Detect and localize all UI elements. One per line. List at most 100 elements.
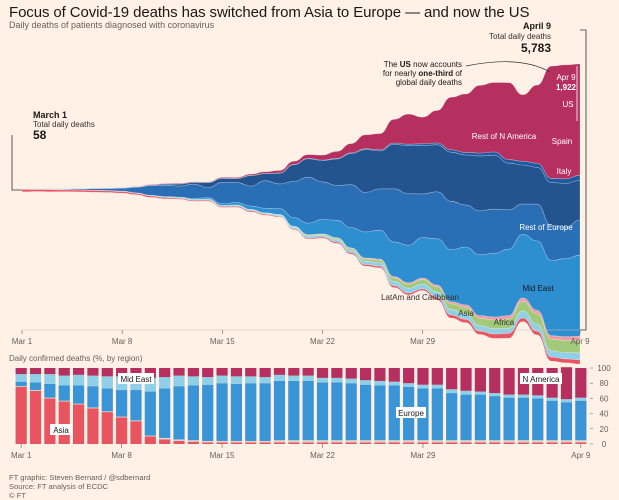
- share-bar-europe: [15, 381, 27, 387]
- share-bar-mid-east: [259, 377, 271, 384]
- share-bar-rest-of-world: [216, 440, 228, 443]
- stream-rest-of-europe: [21, 188, 581, 337]
- share-bar-rest-of-world: [288, 440, 300, 443]
- share-x-tick-label: Mar 29: [411, 451, 436, 460]
- share-bar-mid-east: [245, 376, 257, 384]
- share-bar-n-america: [173, 368, 185, 376]
- share-bar-rest-of-world: [159, 437, 171, 440]
- bottom-label-europe-box: [396, 407, 426, 418]
- share-bar-europe: [187, 385, 199, 441]
- share-bar-n-america: [331, 368, 343, 378]
- label-rest-europe: Rest of Europe: [519, 223, 573, 232]
- share-bar-europe: [72, 385, 85, 404]
- share-bar-rest-of-world: [446, 440, 458, 443]
- stream-x-tick-label: Mar 15: [210, 337, 235, 346]
- share-bar-n-america: [273, 368, 286, 375]
- bottom-panel-title: Daily confirmed deaths (%, by region): [9, 354, 143, 363]
- bottom-label-asia: Asia: [53, 426, 69, 435]
- share-y-tick-label: 60: [600, 394, 609, 403]
- label-us: US: [562, 100, 573, 109]
- share-x-tick-label: Apr 9: [571, 451, 591, 460]
- share-bar-mid-east: [101, 376, 113, 389]
- share-bar-rest-of-world: [72, 403, 85, 405]
- share-bar-asia: [316, 442, 329, 444]
- share-bar-asia: [446, 442, 458, 444]
- share-bar-asia: [560, 442, 573, 444]
- bottom-label-mid-east: Mid East: [120, 375, 152, 384]
- share-bar-rest-of-world: [474, 440, 486, 443]
- us-note-line2: for nearly one-third of: [383, 69, 463, 78]
- share-bar-europe: [116, 390, 128, 417]
- share-bar-asia: [431, 442, 443, 444]
- share-bar-mid-east: [460, 390, 472, 395]
- share-x-tick-label: Mar 22: [310, 451, 335, 460]
- stream-x-tick-label: Apr 9: [570, 337, 590, 346]
- share-bar-n-america: [560, 367, 573, 400]
- share-bar-mid-east: [273, 374, 286, 381]
- us-value: 1,922: [556, 83, 577, 92]
- share-bar-rest-of-world: [460, 440, 472, 443]
- footer-source: Source: FT analysis of ECDC: [9, 482, 109, 491]
- share-bar-mid-east: [72, 374, 85, 386]
- share-bar-n-america: [202, 368, 214, 378]
- us-note-arrow: [465, 61, 551, 73]
- share-bar-mid-east: [403, 383, 415, 387]
- share-bar-europe: [388, 385, 400, 441]
- share-bar-n-america: [15, 368, 27, 375]
- share-bar-europe: [431, 388, 443, 441]
- label-spain: Spain: [552, 137, 572, 146]
- share-bar-asia: [44, 398, 56, 444]
- share-bar-asia: [72, 404, 85, 444]
- share-bar-europe: [460, 394, 472, 441]
- share-bar-europe: [316, 382, 329, 441]
- share-bar-europe: [44, 383, 56, 398]
- share-bar-mid-east: [58, 375, 70, 386]
- share-bar-europe: [159, 388, 171, 438]
- share-bar-n-america: [130, 368, 142, 375]
- annotation-layer: March 1 Total daily deaths 58 April 9 To…: [11, 21, 587, 331]
- stream-africa: [21, 188, 581, 341]
- share-bar-rest-of-world: [316, 440, 329, 443]
- share-bar-n-america: [159, 368, 171, 378]
- stream-asia: [21, 188, 581, 365]
- share-bar-n-america: [216, 368, 228, 376]
- share-bar-rest-of-world: [388, 440, 400, 443]
- end-bracket: [580, 29, 587, 331]
- share-y-tick-label: 0: [602, 440, 607, 449]
- share-bar-n-america: [259, 368, 271, 378]
- share-bar-rest-of-world: [503, 440, 515, 443]
- share-bar-n-america: [446, 368, 458, 390]
- share-bar-europe: [273, 380, 286, 441]
- share-bar-n-america: [116, 368, 128, 377]
- share-bar-rest-of-world: [259, 440, 271, 443]
- share-bar-asia: [15, 387, 27, 444]
- share-bar-mid-east: [202, 377, 214, 385]
- end-sub: Total daily deaths: [489, 32, 551, 41]
- share-bar-rest-of-world: [58, 400, 70, 402]
- share-bar-n-america: [431, 368, 443, 385]
- share-bar-rest-of-world: [345, 440, 357, 443]
- share-bar-n-america: [403, 368, 415, 384]
- share-bar-mid-east: [517, 394, 530, 398]
- share-bar-mid-east: [302, 375, 314, 381]
- share-bar-mid-east: [431, 384, 443, 389]
- share-bar-asia: [230, 442, 243, 444]
- share-bar-rest-of-world: [230, 440, 243, 443]
- share-bar-n-america: [345, 368, 357, 379]
- share-bar-asia: [173, 440, 185, 444]
- share-bar-rest-of-world: [15, 386, 27, 387]
- share-bar-asia: [259, 442, 271, 444]
- share-x-tick-label: Mar 8: [111, 451, 132, 460]
- share-bar-n-america: [101, 368, 113, 377]
- share-bar-asia: [273, 442, 286, 444]
- share-bar-rest-of-world: [374, 440, 386, 443]
- stream-us: [21, 63, 581, 190]
- start-sub: Total daily deaths: [33, 120, 95, 129]
- share-bar-asia: [159, 439, 171, 444]
- share-bar-rest-of-world: [532, 440, 544, 443]
- share-bar-n-america: [72, 368, 85, 375]
- share-bar-rest-of-world: [331, 440, 343, 443]
- share-bar-mid-east: [29, 374, 42, 383]
- bottom-label-n-america-box: [520, 373, 562, 384]
